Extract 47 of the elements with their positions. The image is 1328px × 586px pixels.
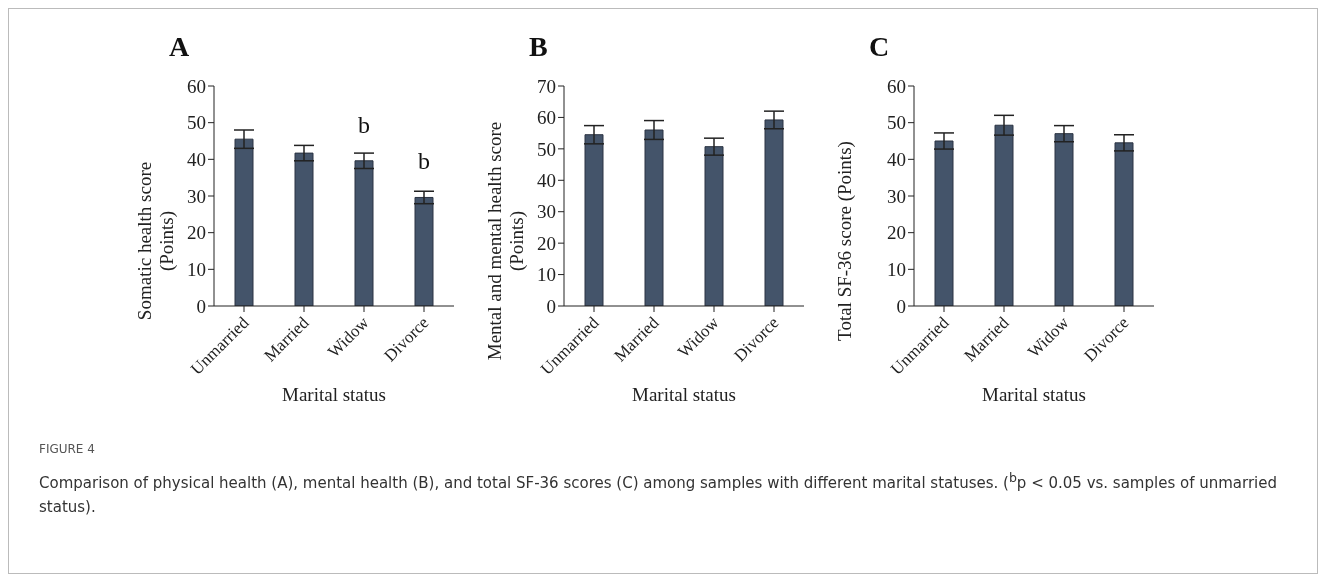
chart-title: C <box>869 31 890 63</box>
bar <box>584 134 604 306</box>
y-tick-label: 30 <box>537 201 556 223</box>
bar <box>1114 142 1134 306</box>
caption: FIGURE 4 <box>39 442 96 456</box>
y-tick-label: 20 <box>537 232 556 254</box>
y-axis-title: Total SF-36 score (Points) <box>834 141 856 341</box>
y-tick-label: 70 <box>537 75 556 97</box>
bar <box>414 196 434 306</box>
y-tick-label: 30 <box>887 185 906 207</box>
chart-title: B <box>529 31 548 63</box>
y-tick-label: 50 <box>537 138 556 160</box>
bar <box>764 119 784 306</box>
bar <box>354 160 374 306</box>
bar <box>994 124 1014 306</box>
bar <box>294 152 314 306</box>
bar <box>644 129 664 306</box>
bar <box>704 146 724 306</box>
y-tick-label: 10 <box>887 259 906 281</box>
annotation: b <box>358 111 370 138</box>
y-tick-label: 30 <box>187 185 206 207</box>
x-axis-title: Marital status <box>632 384 736 405</box>
y-tick-label: 60 <box>187 75 206 97</box>
y-tick-label: 40 <box>537 170 556 192</box>
y-tick-label: 10 <box>537 264 556 286</box>
y-tick-label: 50 <box>887 112 906 134</box>
y-tick-label: 40 <box>187 149 206 171</box>
x-axis-title: Marital status <box>282 384 386 405</box>
text: Comparison of physical health (A), mental health (B), and total SF-36 scores (C) among samples with different marital statuses. ($^{b}$p < 0.05 vs. samples of unmarried status). <box>39 470 1278 516</box>
x-axis-title: Marital status <box>982 384 1086 405</box>
bar <box>1054 133 1074 306</box>
annotation: b <box>418 148 430 175</box>
y-axis-title: Mental and mental health score (Points) <box>484 121 528 361</box>
y-tick-label: 0 <box>546 295 556 317</box>
y-tick-label: 40 <box>887 149 906 171</box>
chart-title: A <box>169 31 190 63</box>
bar <box>934 140 954 306</box>
y-tick-label: 20 <box>187 222 206 244</box>
y-axis-title: Somatic health score (Points) <box>134 161 178 321</box>
y-tick-label: 50 <box>187 112 206 134</box>
y-tick-label: 20 <box>887 222 906 244</box>
y-tick-label: 0 <box>196 295 206 317</box>
y-tick-label: 10 <box>187 259 206 281</box>
y-tick-label: 60 <box>537 107 556 129</box>
y-tick-label: 0 <box>896 295 906 317</box>
y-tick-label: 60 <box>887 75 906 97</box>
bar <box>234 138 254 306</box>
